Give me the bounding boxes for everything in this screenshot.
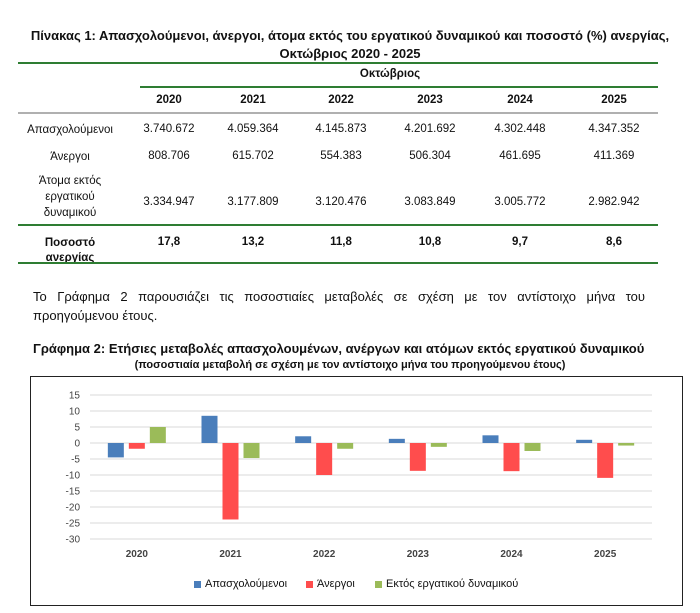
legend-item: Άνεργοι [306, 578, 355, 590]
legend-label: Απασχολούμενοι [205, 578, 288, 590]
bar-άνεργοι [597, 443, 614, 478]
bar-άνεργοι [503, 443, 520, 472]
bar-απασχολούμενοι [576, 439, 593, 443]
table-cell: 506.304 [409, 150, 451, 162]
bar-άνεργοι [316, 443, 333, 475]
x-tick-label: 2022 [313, 549, 336, 560]
divider [140, 86, 658, 88]
bar-άνεργοι [128, 443, 145, 449]
legend-label: Εκτός εργατικού δυναμικού [386, 578, 519, 590]
x-tick-label: 2025 [594, 549, 617, 560]
table-cell: 2.982.942 [588, 196, 640, 208]
group-header: Οκτώβριος [359, 68, 421, 80]
bar-απασχολούμενοι [388, 438, 405, 443]
table-cell: 17,8 [157, 236, 181, 248]
table-cell: 10,8 [418, 236, 442, 248]
divider [18, 262, 658, 264]
bar-άνεργοι [222, 443, 239, 520]
legend-swatch-icon [194, 580, 201, 588]
paragraph-line: Το Γράφημα 2 παρουσιάζει τις ποσοστιαίες… [33, 289, 645, 304]
row-label: Απασχολούμενοι [27, 124, 113, 136]
row-label: δυναμικού [43, 207, 97, 219]
year-header: 2021 [240, 94, 266, 106]
bar-απασχολούμενοι [201, 415, 218, 443]
table-cell: 461.695 [499, 150, 541, 162]
year-header: 2025 [601, 94, 627, 106]
bar-απασχολούμενοι [295, 436, 312, 443]
table-cell: 3.177.809 [227, 196, 279, 208]
table-cell: 3.083.849 [404, 196, 456, 208]
legend-swatch-icon [306, 580, 313, 588]
y-tick-label: -20 [66, 503, 81, 514]
row-label: εργατικού [45, 191, 95, 203]
bar-εκτός-εργατικού-δυναμικού [337, 443, 354, 449]
table-cell: 411.369 [593, 150, 635, 162]
year-header: 2024 [507, 94, 533, 106]
bar-εκτός-εργατικού-δυναμικού [618, 443, 635, 446]
x-tick-label: 2024 [500, 549, 523, 560]
table-cell: 4.347.352 [588, 123, 640, 135]
table-cell: 4.302.448 [494, 123, 546, 135]
table-cell: 13,2 [241, 236, 265, 248]
y-tick-label: 0 [74, 439, 80, 450]
bar-άνεργοι [409, 443, 426, 471]
y-tick-label: 5 [74, 423, 80, 434]
legend-item: Εκτός εργατικού δυναμικού [375, 578, 518, 590]
bar-εκτός-εργατικού-δυναμικού [149, 427, 166, 443]
table-cell: 808.706 [148, 150, 190, 162]
legend-label: Άνεργοι [317, 578, 355, 590]
table-title: Πίνακας 1: Απασχολούμενοι, άνεργοι, άτομ… [30, 28, 670, 43]
table-cell: 3.120.476 [315, 196, 367, 208]
x-tick-label: 2021 [219, 549, 242, 560]
row-label: Άτομα εκτός [38, 175, 102, 187]
table-cell: 4.059.364 [227, 123, 279, 135]
table-cell: 9,7 [512, 236, 528, 248]
legend-item: Απασχολούμενοι [194, 578, 287, 590]
table-cell: 3.740.672 [143, 123, 195, 135]
table-title-period: Οκτώβριος 2020 - 2025 [279, 46, 421, 61]
year-header: 2022 [328, 94, 354, 106]
x-tick-label: 2023 [407, 549, 430, 560]
divider [18, 224, 658, 226]
chart-title: Γράφημα 2: Ετήσιες μεταβολές απασχολουμέ… [33, 341, 645, 356]
y-tick-label: -5 [71, 455, 80, 466]
table-cell: 554.383 [320, 150, 362, 162]
chart-frame [30, 376, 683, 606]
table-cell: 8,6 [606, 236, 622, 248]
row-label: Άνεργοι [50, 151, 90, 163]
paragraph-line: προηγούμενου έτους. [33, 308, 158, 323]
bar-απασχολούμενοι [482, 435, 499, 443]
bar-εκτός-εργατικού-δυναμικού [524, 443, 541, 451]
year-header: 2020 [156, 94, 182, 106]
bar-εκτός-εργατικού-δυναμικού [243, 443, 260, 459]
y-tick-label: -10 [66, 471, 81, 482]
table-cell: 3.334.947 [143, 196, 195, 208]
y-tick-label: 10 [69, 407, 81, 418]
row-label: Ποσοστό ανεργίας [44, 237, 96, 264]
table-cell: 11,8 [330, 236, 352, 248]
table-cell: 3.005.772 [494, 196, 546, 208]
table-cell: 4.201.692 [404, 123, 456, 135]
legend-swatch-icon [375, 580, 382, 588]
y-tick-label: -15 [66, 487, 81, 498]
y-tick-label: -30 [66, 535, 81, 546]
bar-εκτός-εργατικού-δυναμικού [430, 443, 447, 447]
bar-απασχολούμενοι [107, 443, 124, 458]
y-tick-label: 15 [69, 391, 81, 402]
divider [18, 62, 658, 64]
x-tick-label: 2020 [126, 549, 149, 560]
y-tick-label: -25 [66, 519, 81, 530]
divider [18, 112, 658, 114]
table-cell: 4.145.873 [315, 123, 367, 135]
year-header: 2023 [417, 94, 443, 106]
table-cell: 615.702 [232, 150, 274, 162]
chart-subtitle: (ποσοστιαία μεταβολή σε σχέση με τον αντ… [134, 359, 566, 371]
